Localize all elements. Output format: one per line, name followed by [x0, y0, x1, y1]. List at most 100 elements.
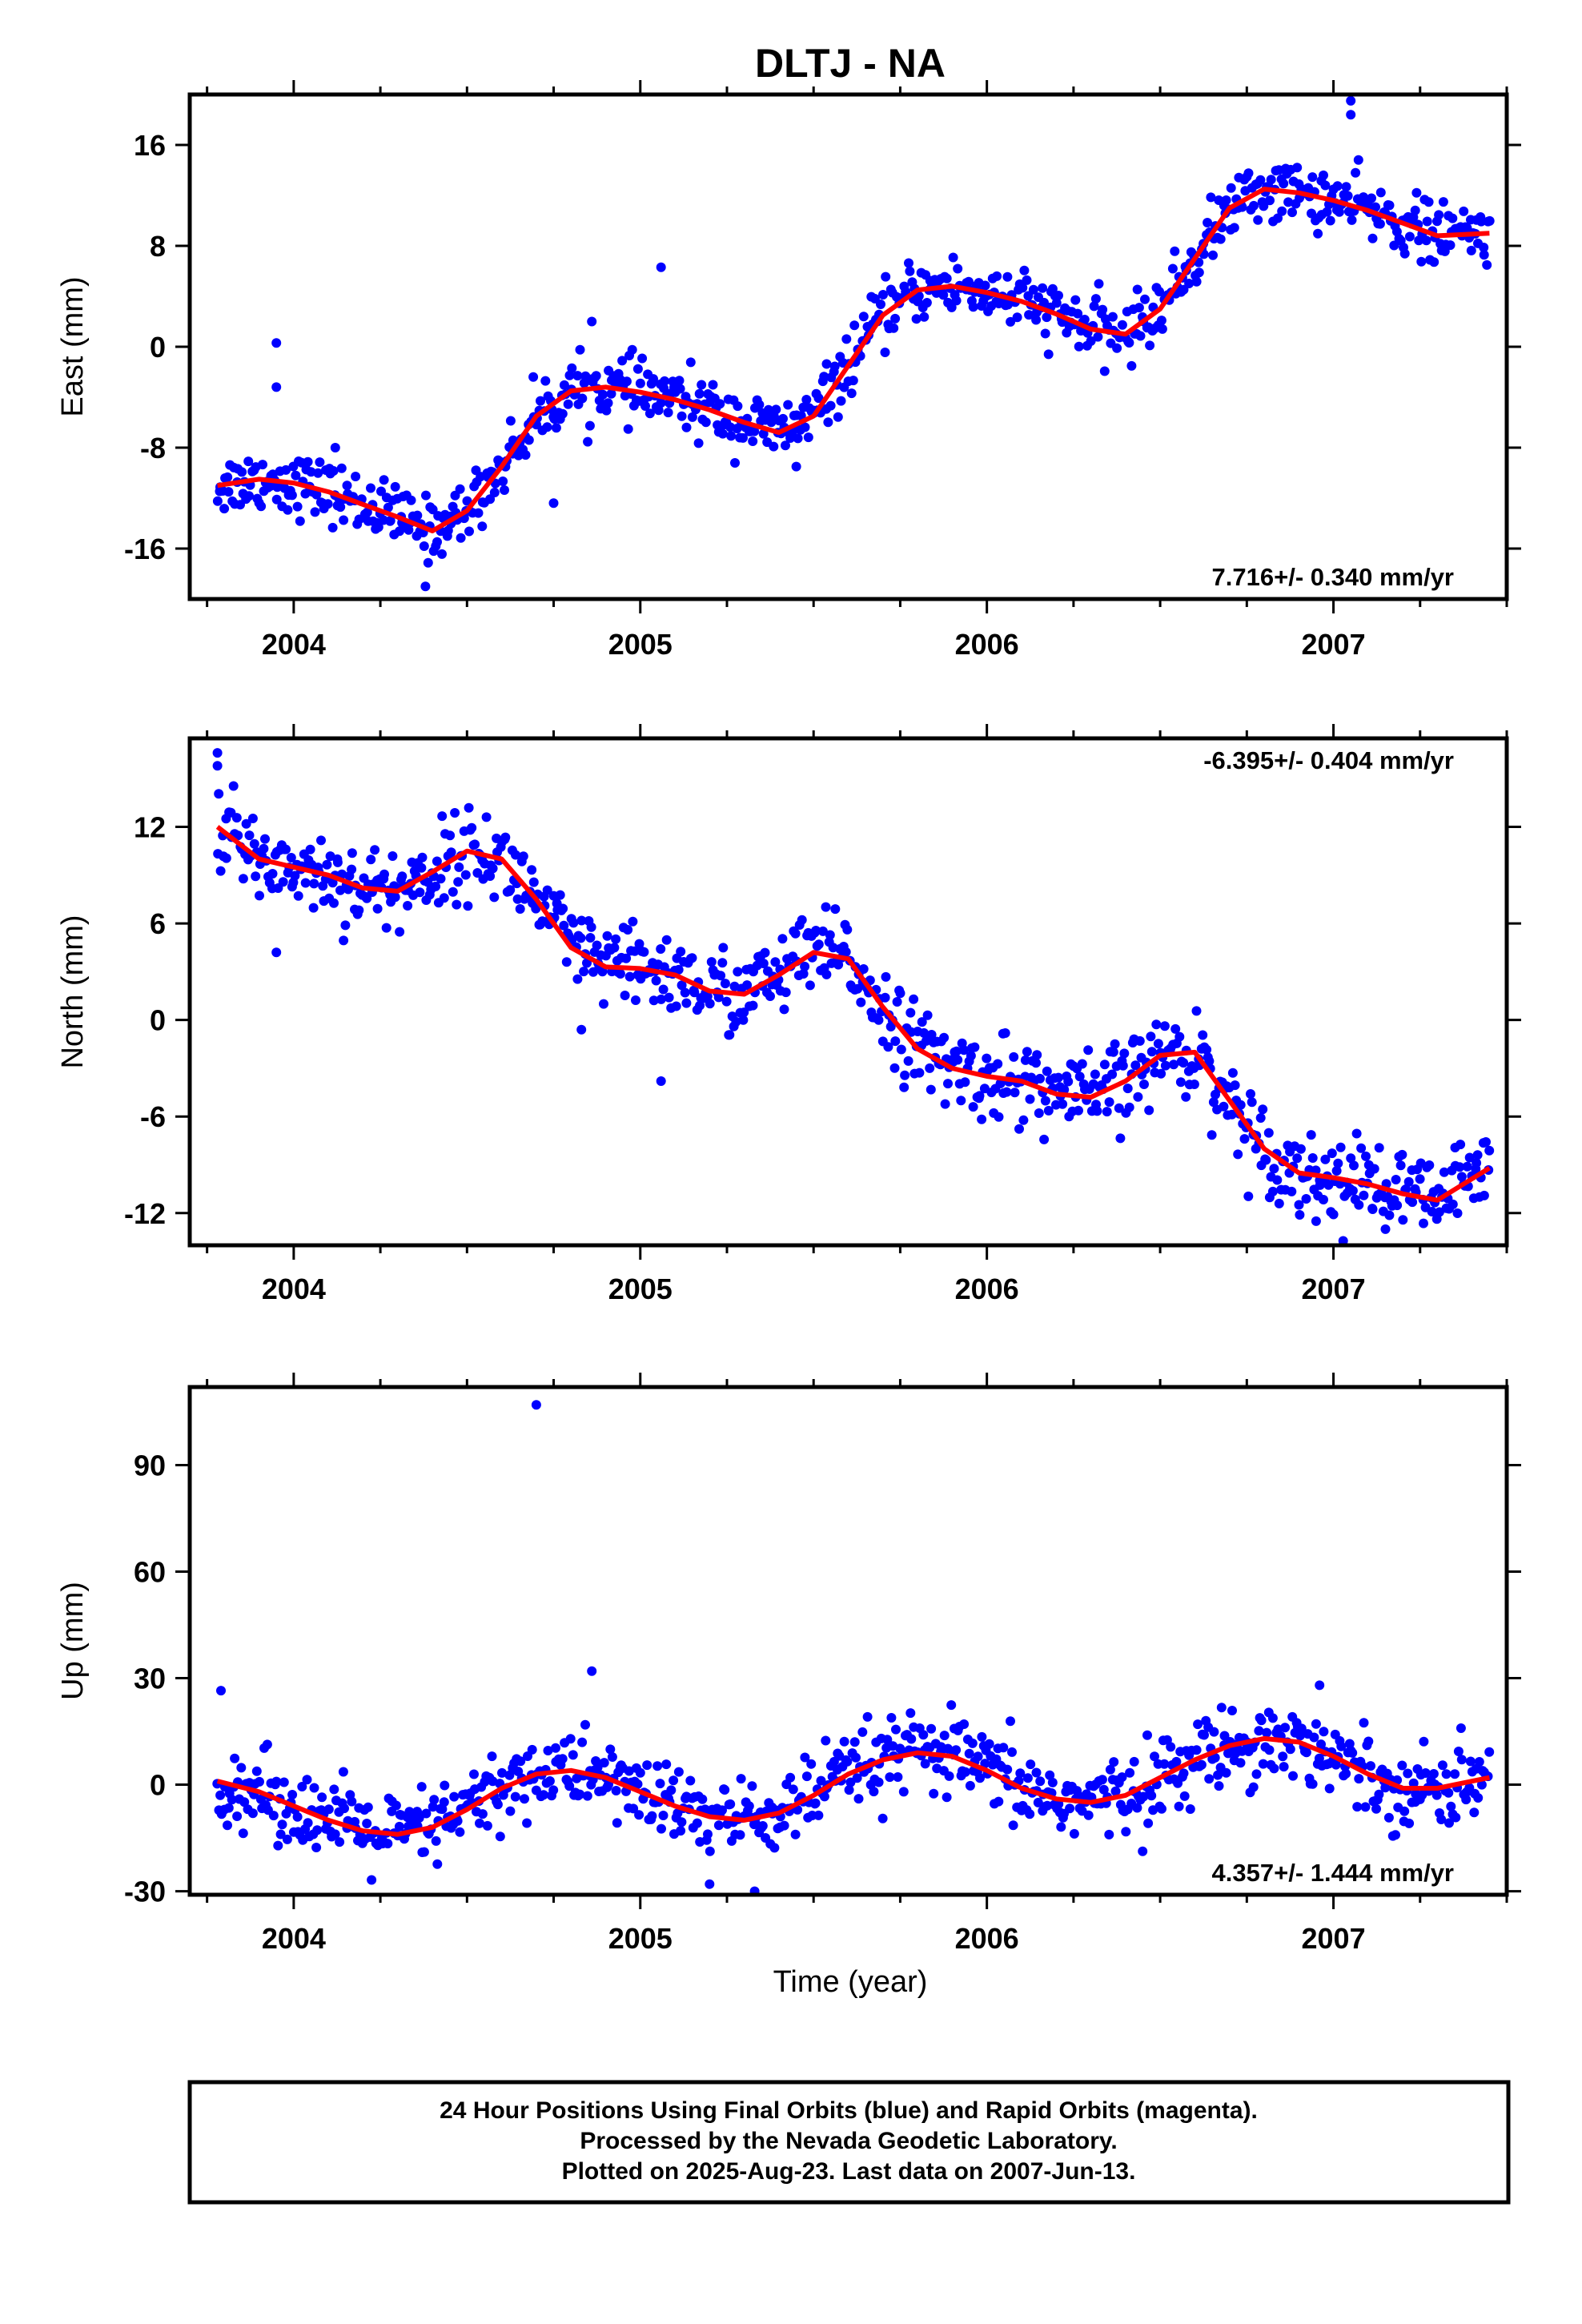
north-x-tick-label: 2004	[262, 1273, 326, 1305]
up-data-point	[1436, 1815, 1447, 1824]
north-data-point	[340, 920, 351, 931]
up-data-point	[487, 1751, 497, 1762]
north-data-point	[354, 905, 364, 915]
east-data-point	[674, 376, 685, 386]
up-data-point	[1166, 1742, 1176, 1752]
east-points	[212, 95, 1495, 592]
north-data-point	[472, 868, 483, 878]
north-frame	[187, 736, 1509, 1248]
up-data-point	[628, 1803, 639, 1814]
up-outlier-point	[749, 1886, 760, 1895]
north-data-point	[1034, 1108, 1044, 1118]
north-data-point	[1174, 1031, 1185, 1042]
up-rate-label: 4.357+/- 1.444 mm/yr	[1212, 1859, 1454, 1887]
north-data-point	[1032, 1050, 1042, 1060]
north-data-point	[1397, 1149, 1407, 1160]
north-data-point	[1472, 1150, 1483, 1160]
up-data-point	[1419, 1736, 1429, 1747]
north-data-point	[1039, 1134, 1050, 1144]
east-data-point	[1042, 312, 1052, 323]
east-data-point	[1012, 312, 1022, 323]
north-data-point	[460, 870, 471, 880]
east-data-point	[1019, 265, 1030, 275]
east-data-point	[311, 489, 322, 500]
east-data-point	[376, 486, 386, 497]
north-data-point	[805, 980, 815, 991]
up-data-point	[967, 1738, 978, 1748]
north-y-tick-label: 6	[150, 907, 166, 940]
east-outlier-point	[1346, 95, 1356, 106]
north-data-point	[620, 991, 630, 1000]
east-data-point	[498, 476, 508, 486]
north-data-point	[905, 1007, 916, 1018]
east-data-point	[919, 312, 930, 322]
up-data-point	[736, 1774, 746, 1784]
up-data-point	[1314, 1753, 1324, 1763]
up-data-point	[1264, 1745, 1275, 1755]
east-data-point	[1107, 312, 1118, 322]
up-data-point	[287, 1790, 298, 1799]
east-data-point	[1322, 207, 1332, 217]
footer-box: 24 Hour Positions Using Final Orbits (bl…	[187, 2080, 1511, 2205]
east-data-point	[1307, 172, 1318, 183]
up-data-point	[1248, 1782, 1259, 1792]
up-data-point	[844, 1785, 854, 1795]
east-data-point	[803, 432, 813, 443]
east-data-point	[271, 494, 282, 505]
north-data-point	[511, 850, 520, 860]
up-data-point	[819, 1791, 829, 1802]
up-data-point	[1465, 1756, 1476, 1767]
north-data-point	[1347, 1185, 1358, 1196]
east-data-point	[749, 426, 760, 436]
up-data-point	[419, 1847, 429, 1857]
up-data-point	[362, 1819, 372, 1828]
up-data-point	[1235, 1758, 1246, 1768]
up-data-point	[632, 1779, 643, 1789]
up-data-point	[439, 1797, 449, 1807]
east-data-point	[968, 302, 978, 312]
east-data-point	[489, 488, 500, 497]
north-data-point	[1227, 1068, 1238, 1078]
up-data-point	[713, 1820, 724, 1831]
north-data-point	[677, 980, 687, 991]
north-data-point	[602, 931, 612, 941]
north-data-point	[1170, 1023, 1181, 1034]
north-data-point	[880, 992, 890, 1003]
north-data-point	[1327, 1148, 1337, 1159]
north-data-point	[917, 1017, 927, 1027]
north-data-point	[628, 916, 638, 927]
north-data-point	[293, 891, 303, 901]
up-data-point	[785, 1772, 796, 1783]
north-data-point	[390, 892, 400, 903]
east-y-tick-label: -8	[140, 432, 166, 464]
north-data-point	[1292, 1153, 1303, 1164]
north-data-point	[446, 847, 456, 858]
north-data-point	[1447, 1199, 1458, 1209]
up-data-point	[323, 1804, 334, 1815]
up-data-point	[367, 1875, 377, 1885]
north-data-point	[676, 947, 686, 957]
up-data-point	[230, 1753, 240, 1763]
north-data-point	[1153, 1039, 1163, 1049]
north-data-point	[1130, 1060, 1141, 1071]
up-data-point	[676, 1826, 686, 1836]
east-data-point	[1389, 240, 1399, 251]
north-data-point	[790, 928, 801, 939]
east-data-point	[848, 376, 858, 386]
north-data-point	[951, 1046, 962, 1056]
east-data-point	[1086, 336, 1096, 346]
up-data-point	[1359, 1718, 1369, 1728]
north-data-point	[1020, 1055, 1030, 1065]
up-data-point	[839, 1736, 849, 1747]
north-data-point	[1331, 1166, 1342, 1176]
up-data-point	[580, 1719, 590, 1730]
north-data-point	[909, 994, 919, 1004]
east-outlier-point	[271, 338, 282, 348]
north-data-point	[445, 830, 456, 841]
up-y-tick-label: 60	[134, 1556, 166, 1589]
north-data-point	[1235, 1100, 1246, 1110]
north-data-point	[825, 930, 835, 940]
north-data-point	[1361, 1151, 1371, 1161]
north-data-point	[1274, 1198, 1284, 1208]
up-data-point	[495, 1831, 505, 1842]
